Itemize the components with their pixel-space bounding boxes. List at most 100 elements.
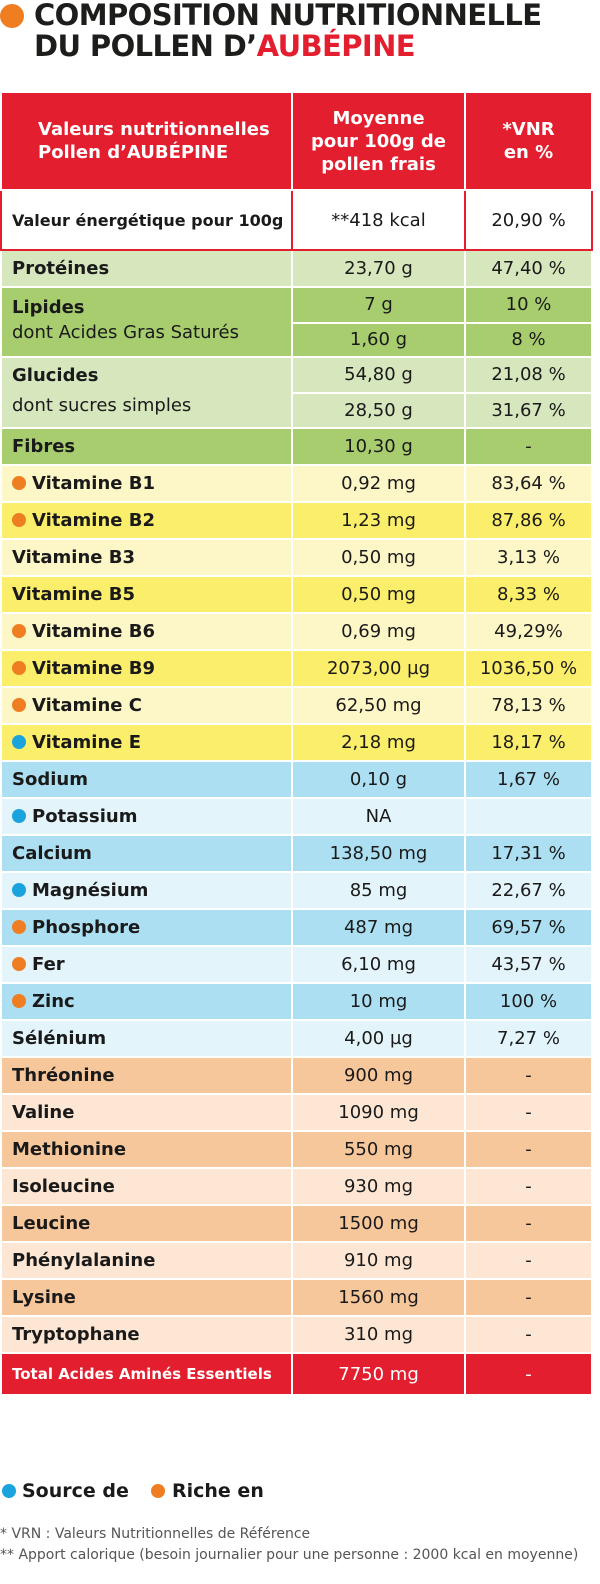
amino-acid-value: 930 mg: [291, 1167, 466, 1206]
vitamin-value: 1,23 mg: [291, 501, 466, 540]
amino-acid-label: Tryptophane: [12, 1324, 140, 1345]
fibres-vnr: -: [464, 427, 593, 466]
amino-acid-vnr: -: [464, 1130, 593, 1169]
lipides-values: 7 g 1,60 g: [291, 286, 466, 358]
mineral-label: Zinc: [32, 991, 75, 1012]
vitamin-label: Vitamine C: [32, 695, 142, 716]
amino-acid-value: 550 mg: [291, 1130, 466, 1169]
table-row: Thréonine 900 mg -: [0, 1056, 593, 1095]
vitamin-label: Vitamine E: [32, 732, 142, 753]
header-vnr-line-1: *VNR: [502, 119, 555, 140]
mineral-vnr: 100 %: [464, 982, 593, 1021]
amino-acid-label: Phénylalanine: [12, 1250, 156, 1271]
table-row: Vitamine B2 1,23 mg 87,86 %: [0, 501, 593, 540]
header-nutrients-line-1: Valeurs nutritionnelles: [38, 119, 270, 140]
mineral-label-cell: Phosphore: [0, 908, 293, 947]
amino-acid-label: Methionine: [12, 1139, 127, 1160]
vitamin-label-cell: Vitamine B3: [0, 538, 293, 577]
source-de-dot-icon: [2, 1484, 16, 1498]
table-row: Vitamine C 62,50 mg 78,13 %: [0, 686, 593, 725]
title-line-2: DU POLLEN D’AUBÉPINE: [34, 29, 416, 63]
mineral-label-cell: Magnésium: [0, 871, 293, 910]
vitamin-vnr: 87,86 %: [464, 501, 593, 540]
table-row: Calcium 138,50 mg 17,31 %: [0, 834, 593, 873]
mineral-value: 0,10 g: [291, 760, 466, 799]
riche-en-dot-icon: [12, 624, 26, 638]
header-vnr-line-2: en %: [503, 142, 554, 163]
glucides-values: 54,80 g 28,50 g: [291, 356, 466, 429]
amino-acid-label-cell: Isoleucine: [0, 1167, 293, 1206]
header-nutrients-line-2: Pollen d’AUBÉPINE: [38, 142, 229, 163]
mineral-label-cell: Zinc: [0, 982, 293, 1021]
glucides-vnrs: 21,08 % 31,67 %: [464, 356, 593, 429]
vitamin-label: Vitamine B5: [12, 584, 135, 605]
mineral-label-cell: Fer: [0, 945, 293, 984]
amino-acid-vnr: -: [464, 1204, 593, 1243]
lipides-vnrs: 10 % 8 %: [464, 286, 593, 358]
total-label: Total Acides Aminés Essentiels: [0, 1352, 293, 1396]
energy-label: Valeur énergétique pour 100g: [0, 189, 293, 251]
amino-acid-vnr: -: [464, 1278, 593, 1317]
mineral-label: Sodium: [12, 769, 88, 790]
amino-acid-vnr: -: [464, 1315, 593, 1354]
source-de-dot-icon: [12, 883, 26, 897]
table-header-row: Valeurs nutritionnelles Pollen d’AUBÉPINE…: [0, 91, 593, 191]
glucides-sub-value: 28,50 g: [344, 400, 413, 421]
amino-acid-label-cell: Phénylalanine: [0, 1241, 293, 1280]
riche-en-dot-icon: [12, 920, 26, 934]
proteines-label: Protéines: [0, 249, 293, 288]
title-highlight: AUBÉPINE: [256, 29, 416, 63]
table-row: Vitamine B1 0,92 mg 83,64 %: [0, 464, 593, 503]
proteines-vnr: 47,40 %: [464, 249, 593, 288]
mineral-label-cell: Sodium: [0, 760, 293, 799]
glucides-sub-vnr: 31,67 %: [491, 400, 566, 421]
vitamin-value: 0,50 mg: [291, 575, 466, 614]
table-row: Methionine 550 mg -: [0, 1130, 593, 1169]
footnote-apport: ** Apport calorique (besoin journalier p…: [0, 1547, 579, 1563]
mineral-label: Fer: [32, 954, 65, 975]
amino-acid-label-cell: Valine: [0, 1093, 293, 1132]
header-nutrients: Valeurs nutritionnelles Pollen d’AUBÉPINE: [0, 91, 293, 191]
vitamin-label-cell: Vitamine B2: [0, 501, 293, 540]
table-row: Lysine 1560 mg -: [0, 1278, 593, 1317]
vitamin-label: Vitamine B9: [32, 658, 155, 679]
mineral-label-cell: Calcium: [0, 834, 293, 873]
title-bullet-icon: [0, 4, 24, 28]
riche-en-dot-icon: [12, 994, 26, 1008]
table-row-energy: Valeur énergétique pour 100g **418 kcal …: [0, 189, 593, 251]
glucides-label-main: Glucides: [12, 365, 99, 386]
table-row: Leucine 1500 mg -: [0, 1204, 593, 1243]
table-row: Sodium 0,10 g 1,67 %: [0, 760, 593, 799]
fibres-label: Fibres: [0, 427, 293, 466]
mineral-vnr: 7,27 %: [464, 1019, 593, 1058]
mineral-label: Phosphore: [32, 917, 141, 938]
riche-en-dot-icon: [12, 513, 26, 527]
table-row-lipides: Lipides dont Acides Gras Saturés 7 g 1,60 …: [0, 286, 593, 358]
source-de-dot-icon: [12, 735, 26, 749]
mineral-label: Sélénium: [12, 1028, 107, 1049]
glucides-label: Glucides dont sucres simples: [0, 356, 293, 429]
mineral-value: 4,00 µg: [291, 1019, 466, 1058]
amino-acid-vnr: -: [464, 1167, 593, 1206]
mineral-label-cell: Sélénium: [0, 1019, 293, 1058]
mineral-label-cell: Potassium: [0, 797, 293, 836]
lipides-sub-vnr: 8 %: [511, 329, 546, 350]
mineral-vnr: 1,67 %: [464, 760, 593, 799]
riche-en-dot-icon: [12, 476, 26, 490]
header-average: Moyenne pour 100g de pollen frais: [291, 91, 466, 191]
riche-en-dot-icon: [151, 1484, 165, 1498]
table-row: Sélénium 4,00 µg 7,27 %: [0, 1019, 593, 1058]
energy-value: **418 kcal: [291, 189, 466, 251]
vitamin-vnr: 78,13 %: [464, 686, 593, 725]
amino-acid-vnr: -: [464, 1093, 593, 1132]
vitamin-value: 0,69 mg: [291, 612, 466, 651]
mineral-value: 487 mg: [291, 908, 466, 947]
vitamin-label: Vitamine B6: [32, 621, 155, 642]
lipides-value: 7 g: [293, 288, 464, 324]
legend-riche-en: Riche en: [172, 1480, 264, 1502]
amino-acid-value: 900 mg: [291, 1056, 466, 1095]
vitamin-vnr: 8,33 %: [464, 575, 593, 614]
vitamin-value: 2073,00 µg: [291, 649, 466, 688]
amino-acid-value: 1090 mg: [291, 1093, 466, 1132]
table-row: Isoleucine 930 mg -: [0, 1167, 593, 1206]
